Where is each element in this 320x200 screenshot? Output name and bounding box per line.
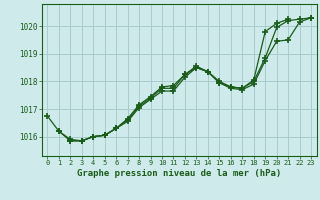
X-axis label: Graphe pression niveau de la mer (hPa): Graphe pression niveau de la mer (hPa) xyxy=(77,169,281,178)
